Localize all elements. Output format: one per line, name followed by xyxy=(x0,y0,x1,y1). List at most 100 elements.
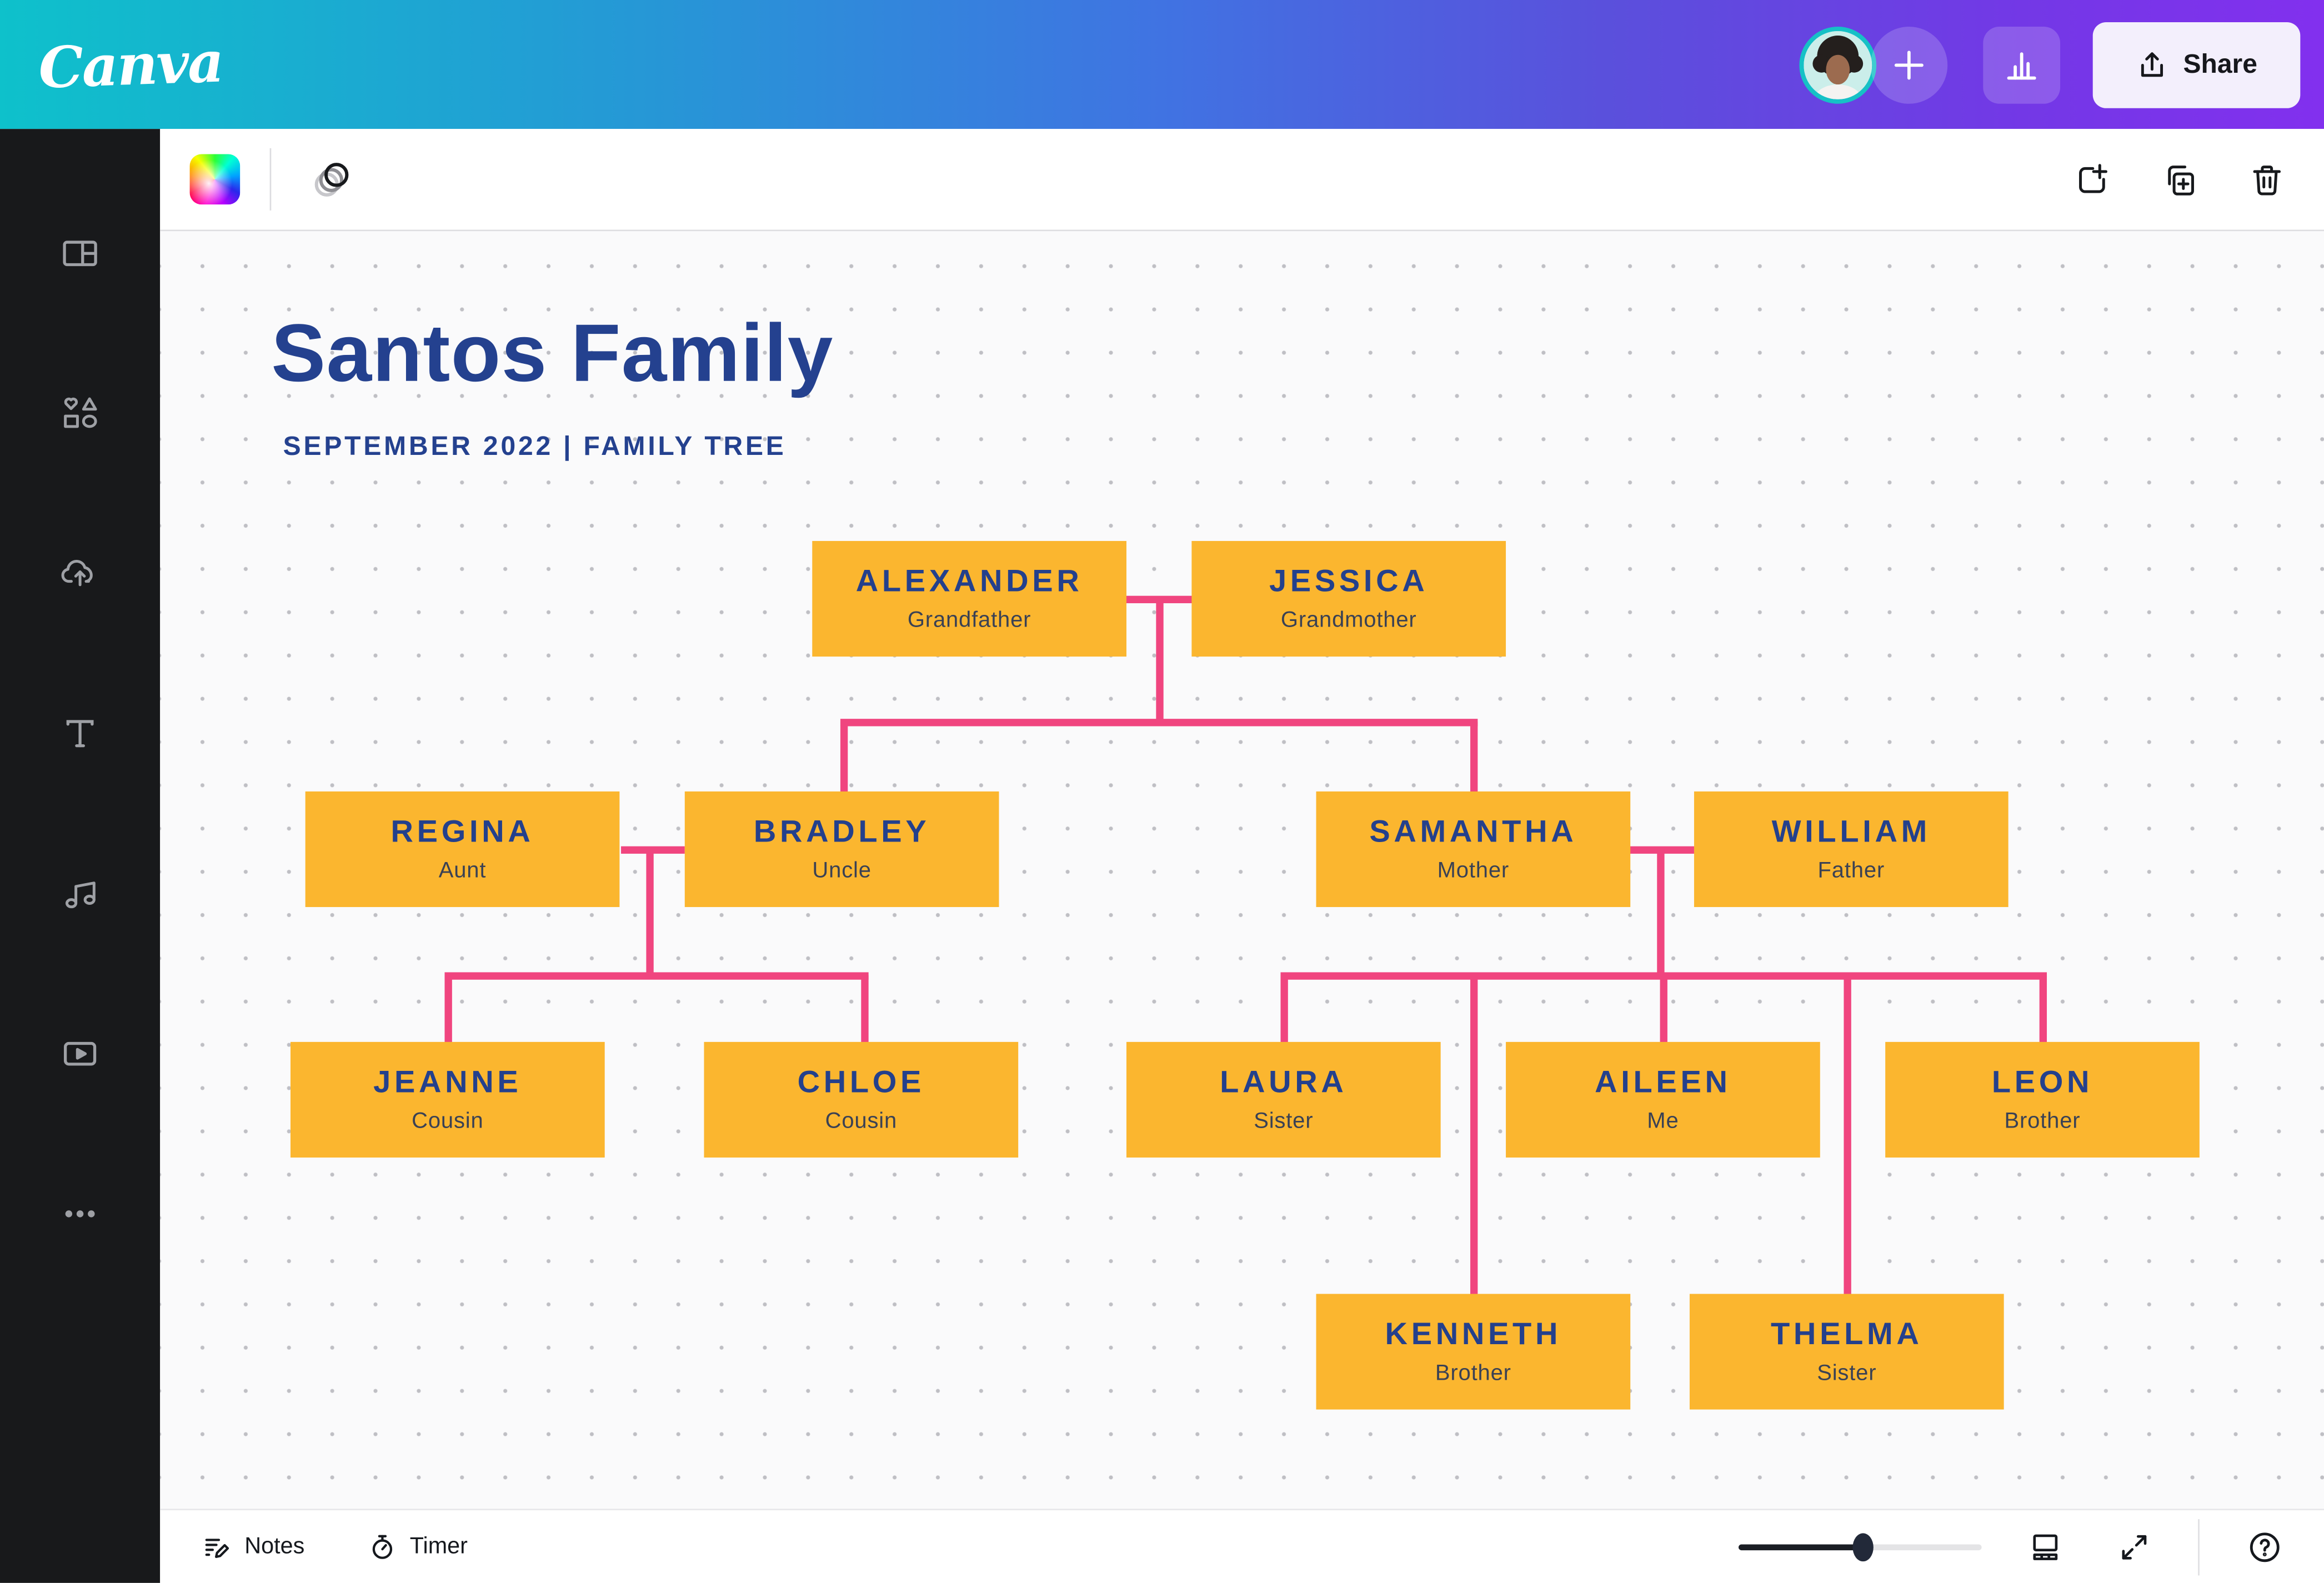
animate-button[interactable] xyxy=(301,156,363,203)
delete-icon xyxy=(2253,164,2281,195)
canva-logo[interactable]: Canva xyxy=(37,27,224,101)
person-name: WILLIAM xyxy=(1771,815,1931,849)
person-role: Cousin xyxy=(825,1108,898,1134)
sidebar-item-templates[interactable] xyxy=(0,173,160,333)
tree-connector-line xyxy=(1843,975,1851,1299)
person-box-william[interactable]: WILLIAM Father xyxy=(1694,791,2009,908)
tree-connector-line xyxy=(860,975,868,1046)
person-name: KENNETH xyxy=(1385,1318,1562,1352)
tree-connector-line xyxy=(1469,722,1477,796)
help-icon xyxy=(2250,1532,2280,1561)
elements-icon xyxy=(64,397,97,428)
person-role: Grandmother xyxy=(1280,608,1417,633)
person-name: CHLOE xyxy=(797,1065,925,1100)
avatar-photo xyxy=(1804,30,1872,99)
tree-connector-line xyxy=(839,718,1477,726)
tree-connector-line xyxy=(1627,845,1694,853)
duplicate-page-icon xyxy=(2168,164,2194,195)
person-role: Aunt xyxy=(438,858,487,884)
person-name: REGINA xyxy=(390,815,534,849)
sidebar-item-uploads[interactable] xyxy=(0,494,160,654)
person-name: LAURA xyxy=(1220,1065,1348,1100)
tree-connector-line xyxy=(621,845,685,853)
templates-icon xyxy=(63,241,97,267)
person-role: Me xyxy=(1647,1108,1679,1134)
person-role: Cousin xyxy=(412,1108,484,1134)
person-box-regina[interactable]: REGINA Aunt xyxy=(305,791,620,908)
statusbar: Notes Timer xyxy=(160,1509,2324,1583)
add-page-icon xyxy=(2079,163,2107,193)
notes-button[interactable]: Notes xyxy=(193,1530,313,1563)
share-upload-icon xyxy=(2141,51,2163,76)
person-name: ALEXANDER xyxy=(855,564,1083,599)
sidebar-item-more[interactable] xyxy=(0,1134,160,1294)
person-box-kenneth[interactable]: KENNETH Brother xyxy=(1316,1294,1631,1410)
grid-view-icon xyxy=(2033,1534,2058,1560)
videos-icon xyxy=(63,1041,97,1066)
design-title[interactable]: Santos Family xyxy=(271,307,834,399)
tree-connector-line xyxy=(1657,849,1665,975)
insights-icon xyxy=(2007,51,2036,79)
editor-toolbar xyxy=(160,129,2324,232)
topbar-actions: Share xyxy=(1799,21,2301,108)
tree-connector-line xyxy=(444,971,868,979)
tree-connector-line xyxy=(1469,975,1477,1299)
person-box-jessica[interactable]: JESSICA Grandmother xyxy=(1191,540,1506,657)
tree-connector-line xyxy=(1280,975,1288,1046)
person-box-bradley[interactable]: BRADLEY Uncle xyxy=(684,791,999,908)
person-box-laura[interactable]: LAURA Sister xyxy=(1126,1041,1441,1158)
share-button[interactable]: Share xyxy=(2092,21,2301,108)
person-name: JEANNE xyxy=(373,1065,522,1100)
timer-button[interactable]: Timer xyxy=(358,1530,477,1563)
design-subtitle[interactable]: SEPTEMBER 2022 | FAMILY TREE xyxy=(283,431,787,461)
timer-icon xyxy=(372,1534,392,1559)
person-box-aileen[interactable]: AILEEN Me xyxy=(1506,1041,1820,1158)
create-design-button[interactable] xyxy=(1870,26,1948,103)
zoom-slider-fill xyxy=(1738,1544,1863,1550)
share-label: Share xyxy=(2183,49,2257,79)
person-name: JESSICA xyxy=(1269,564,1429,599)
duplicate-page-button[interactable] xyxy=(2152,159,2207,199)
plus-icon xyxy=(1894,50,1924,79)
person-role: Father xyxy=(1817,858,1885,884)
person-role: Mother xyxy=(1437,858,1510,884)
person-role: Sister xyxy=(1817,1360,1877,1386)
design-canvas[interactable]: Santos Family SEPTEMBER 2022 | FAMILY TR… xyxy=(160,231,2324,1509)
sidebar-item-text[interactable] xyxy=(0,654,160,814)
person-role: Uncle xyxy=(812,858,871,884)
person-box-jeanne[interactable]: JEANNE Cousin xyxy=(290,1041,605,1158)
person-box-thelma[interactable]: THELMA Sister xyxy=(1689,1294,2004,1410)
person-box-leon[interactable]: LEON Brother xyxy=(1885,1041,2200,1158)
help-button[interactable] xyxy=(2238,1527,2291,1566)
grid-view-button[interactable] xyxy=(2020,1529,2071,1564)
person-role: Sister xyxy=(1254,1108,1314,1134)
tree-connector-line xyxy=(645,849,653,975)
zoom-slider[interactable] xyxy=(1738,1532,1982,1561)
fullscreen-button[interactable] xyxy=(2109,1529,2160,1564)
more-icon xyxy=(65,1210,95,1218)
toolbar-divider xyxy=(269,148,272,211)
person-name: THELMA xyxy=(1771,1318,1923,1352)
add-page-button[interactable] xyxy=(2065,159,2120,199)
statusbar-divider xyxy=(2198,1518,2200,1575)
person-name: BRADLEY xyxy=(753,815,930,849)
person-role: Grandfather xyxy=(907,608,1031,633)
person-box-chloe[interactable]: CHLOE Cousin xyxy=(704,1041,1019,1158)
avatar[interactable] xyxy=(1799,26,1877,103)
person-name: LEON xyxy=(1991,1065,2093,1100)
person-box-alexander[interactable]: ALEXANDER Grandfather xyxy=(812,540,1126,657)
color-swatch-button[interactable] xyxy=(190,154,241,205)
topbar: Canva Share xyxy=(0,0,2324,129)
fullscreen-icon xyxy=(2122,1534,2147,1559)
person-role: Brother xyxy=(2004,1108,2081,1134)
insights-button[interactable] xyxy=(1983,26,2061,103)
person-box-samantha[interactable]: SAMANTHA Mother xyxy=(1316,791,1631,908)
zoom-slider-thumb[interactable] xyxy=(1852,1532,1873,1561)
sidebar-item-audio[interactable] xyxy=(0,814,160,974)
delete-page-button[interactable] xyxy=(2240,159,2295,199)
animate-icon xyxy=(314,163,349,197)
tree-connector-line xyxy=(444,975,452,1046)
sidebar-item-elements[interactable] xyxy=(0,333,160,493)
sidebar-item-videos[interactable] xyxy=(0,974,160,1134)
